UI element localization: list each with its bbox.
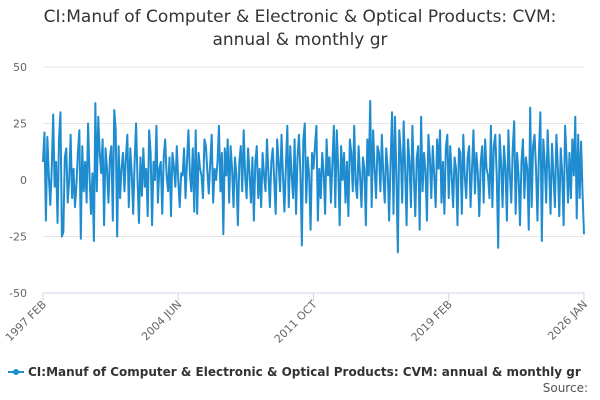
y-tick-label: 50 [13, 61, 27, 74]
legend-item[interactable]: CI:Manuf of Computer & Electronic & Opti… [8, 365, 581, 379]
legend-label: CI:Manuf of Computer & Electronic & Opti… [28, 365, 581, 379]
x-tick-label: 2004 JUN [139, 298, 184, 343]
y-tick-label: 0 [20, 174, 27, 187]
chart-title-line-2: annual & monthly gr [212, 30, 388, 50]
chart-title-line-1: CI:Manuf of Computer & Electronic & Opti… [43, 7, 557, 27]
y-tick-label: -25 [9, 231, 27, 244]
x-tick-label: 2011 OCT [272, 298, 320, 346]
x-tick-label: 2019 FEB [409, 298, 455, 344]
series-line[interactable] [42, 99, 585, 254]
chart-title: CI:Manuf of Computer & Electronic & Opti… [0, 6, 600, 52]
x-tick-label: 2026 JAN [545, 298, 590, 343]
x-tick-label: 1997 FEB [3, 298, 49, 344]
x-axis: 1997 FEB 2004 JUN 2011 OCT 2019 FEB 2026 JAN [3, 292, 590, 346]
y-tick-label: -50 [9, 287, 27, 300]
y-axis-tick-labels: 50 25 0 -25 -50 [9, 61, 27, 300]
source-credit: Source: [542, 381, 588, 395]
legend-line-marker-icon [8, 366, 24, 378]
series-line-group [42, 99, 585, 254]
y-tick-label: 25 [13, 118, 27, 131]
